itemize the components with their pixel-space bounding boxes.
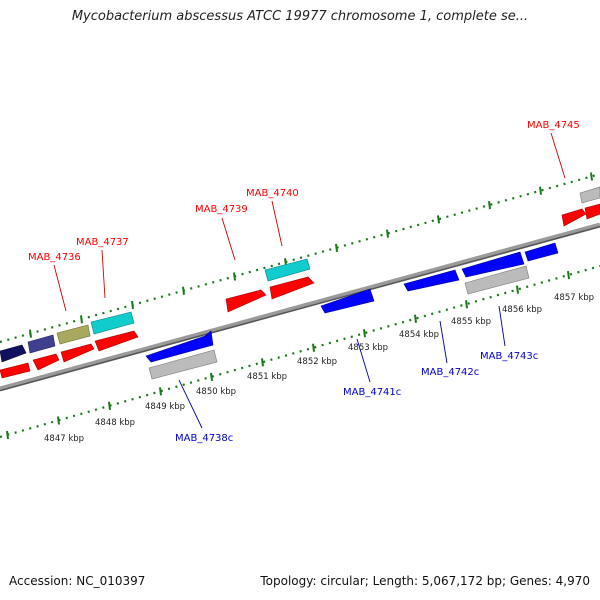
gene-label-mab-4738c[interactable]: MAB_4738c [175,433,233,444]
gene-arrow-forward[interactable] [32,353,60,371]
kbp-label: 4853 kbp [348,343,388,353]
scale-tick [414,314,417,323]
scale-tick [261,358,264,367]
scale-tick [539,186,542,195]
scale-tick [29,329,32,338]
scale-tick [108,401,111,411]
scale-tick [335,243,338,253]
scale-tick [182,286,185,295]
scale-tick [312,343,315,352]
gene-label-mab-4739[interactable]: MAB_4739 [195,204,248,215]
gene-label-mab-4743c[interactable]: MAB_4743c [480,351,538,362]
kbp-label: 4847 kbp [44,434,84,444]
kbp-label: 4852 kbp [297,357,337,367]
gene-arrow-reverse[interactable] [461,251,525,278]
gene-arrow-forward[interactable] [264,258,311,282]
gene-arrow-reverse[interactable] [403,269,460,292]
kbp-scale-labels: 4847 kbp 4848 kbp 4849 kbp 4850 kbp 4851… [44,293,594,444]
scale-tick [465,300,468,309]
gene-arrow-forward[interactable] [579,186,600,204]
scale-tick [363,329,366,338]
reverse-scale-ring [0,264,600,439]
scale-tick [210,372,213,381]
kbp-label: 4854 kbp [399,330,439,340]
scale-tick [567,270,570,280]
scale-tick [386,229,389,238]
gene-arrow-forward[interactable] [0,344,27,363]
gene-arrow-forward[interactable] [0,362,31,379]
scale-tick [159,387,162,396]
forward-genes [0,186,600,379]
gene-arrow-reverse[interactable] [464,265,530,295]
gene-label-mab-4740[interactable]: MAB_4740 [246,188,299,199]
scale-tick [233,272,236,281]
gene-label-mab-4737[interactable]: MAB_4737 [76,237,129,248]
scale-tick [6,430,9,440]
gene-arrow-forward[interactable] [225,289,267,313]
forward-label-leaders [53,132,566,312]
scale-tick [131,300,134,310]
gene-arrow-reverse[interactable] [148,349,218,380]
scale-tick [516,285,519,294]
map-title: Mycobacterium abscessus ATCC 19977 chrom… [71,9,529,24]
gene-arrow-forward[interactable] [94,330,139,352]
forward-scale-ticks [29,172,593,338]
scale-tick [488,200,491,210]
gene-arrow-forward[interactable] [60,343,95,363]
accession-text: Accession: NC_010397 [9,574,146,588]
gene-arrow-reverse[interactable] [524,242,559,262]
scale-tick [80,315,83,324]
chromosome-backbone[interactable] [0,222,600,392]
gene-label-mab-4742c[interactable]: MAB_4742c [421,367,479,378]
kbp-label: 4848 kbp [95,418,135,428]
gene-arrow-reverse[interactable] [320,288,375,314]
kbp-label: 4851 kbp [247,372,287,382]
gene-label-mab-4741c[interactable]: MAB_4741c [343,387,401,398]
gene-arrow-forward[interactable] [561,208,587,227]
reverse-scale-ticks [6,270,570,440]
kbp-label: 4857 kbp [554,293,594,303]
reverse-genes [145,242,559,380]
gene-label-mab-4745[interactable]: MAB_4745 [527,120,580,131]
kbp-label: 4856 kbp [502,305,542,315]
kbp-label: 4849 kbp [145,402,185,412]
kbp-label: 4855 kbp [451,317,491,327]
gene-arrow-forward[interactable] [90,311,135,335]
gene-label-mab-4736[interactable]: MAB_4736 [28,252,81,263]
kbp-label: 4850 kbp [196,387,236,397]
gene-arrow-reverse[interactable] [145,330,214,363]
gene-arrow-forward[interactable] [584,203,600,220]
scale-tick [437,215,440,224]
genome-summary-text: Topology: circular; Length: 5,067,172 bp… [260,574,590,588]
chromosome-backbone-shadow [0,225,600,392]
gene-arrow-forward[interactable] [27,334,56,354]
gene-arrow-forward[interactable] [269,276,315,300]
scale-tick [590,172,593,181]
reverse-label-leaders [178,305,506,429]
gene-arrow-forward[interactable] [56,324,91,345]
scale-tick [57,416,60,425]
